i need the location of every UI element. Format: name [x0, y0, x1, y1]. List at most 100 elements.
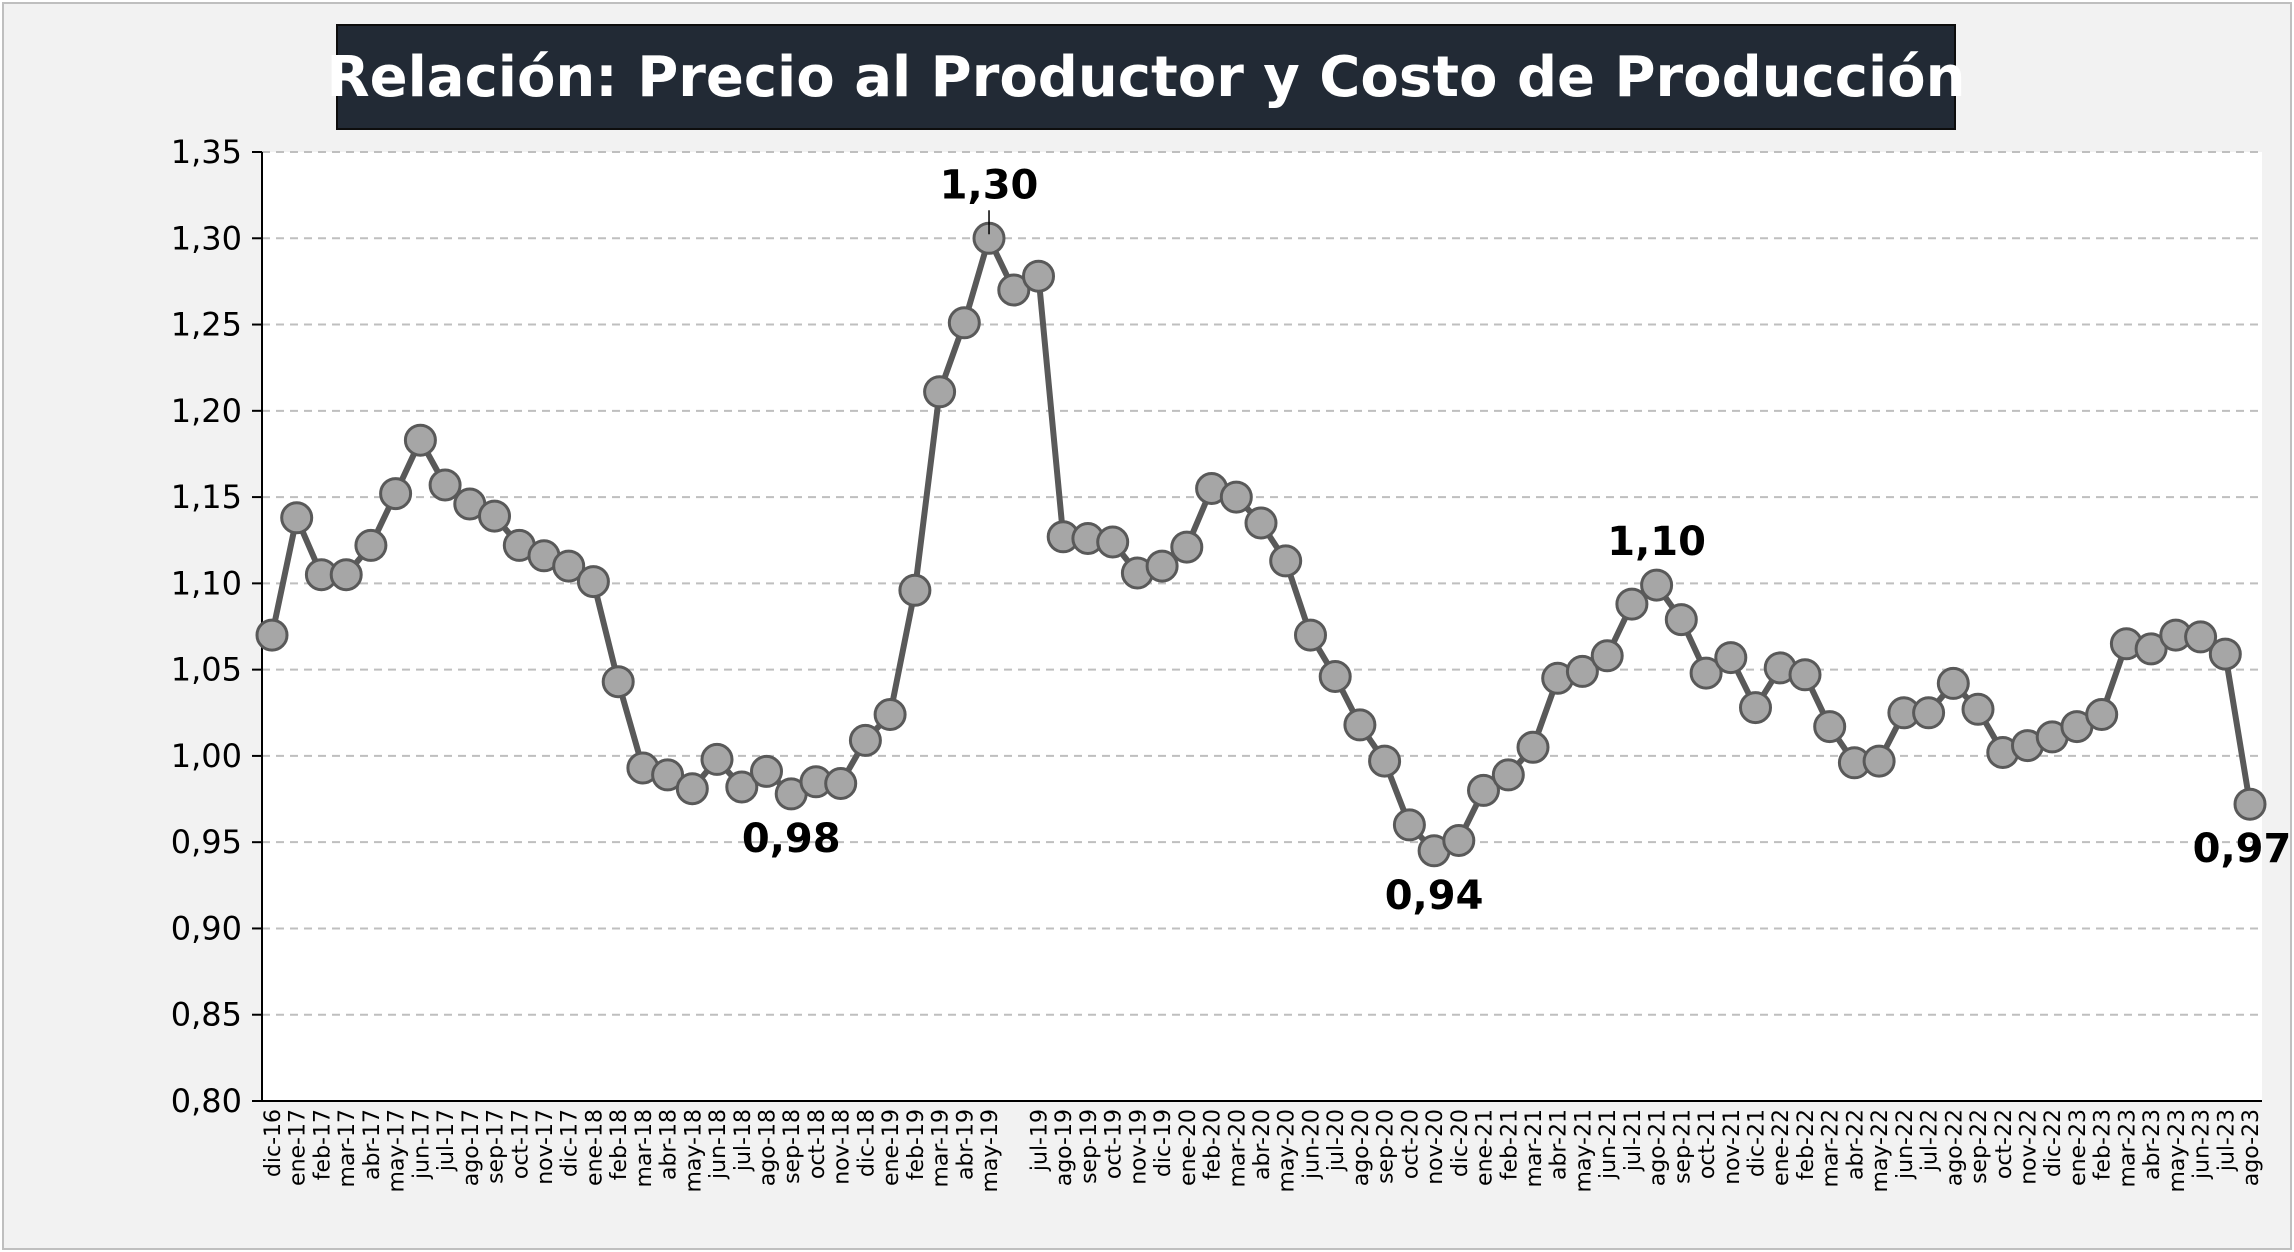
- data-point: [280, 501, 314, 535]
- x-tick-label: sep-21: [1670, 1109, 1695, 1184]
- data-point: [478, 499, 511, 533]
- data-point: [1442, 824, 1476, 857]
- x-tick-label: ene-17: [286, 1109, 311, 1186]
- x-tick-label: dic-22: [2041, 1109, 2066, 1177]
- x-tick-label: sep-18: [780, 1109, 805, 1184]
- y-tick-label: 1,30: [171, 219, 242, 257]
- data-point: [1170, 530, 1204, 564]
- x-tick-label: may-23: [2165, 1109, 2190, 1192]
- data-point: [1219, 480, 1253, 514]
- x-tick-label: feb-19: [904, 1109, 929, 1180]
- x-tick-label: oct-19: [1102, 1109, 1127, 1179]
- data-point: [1565, 654, 1599, 688]
- x-tick-label: feb-23: [2091, 1109, 2116, 1180]
- x-tick-label: sep-19: [1077, 1109, 1102, 1184]
- y-tick-label: 1,10: [171, 564, 242, 602]
- x-tick-label: jul-19: [1027, 1109, 1052, 1172]
- x-tick-label: jul-18: [731, 1109, 756, 1172]
- x-tick-label: may-22: [1868, 1109, 1893, 1192]
- data-label: 0,94: [1385, 873, 1484, 919]
- x-tick-label: nov-22: [2016, 1109, 2041, 1185]
- data-point: [750, 754, 783, 788]
- data-point: [1294, 618, 1327, 652]
- x-tick-label: abr-21: [1547, 1109, 1572, 1180]
- data-point: [2208, 637, 2242, 671]
- data-point: [1788, 658, 1822, 692]
- data-point: [1936, 666, 1970, 700]
- x-tick-label: jul-17: [434, 1109, 459, 1172]
- data-point: [1343, 708, 1377, 742]
- x-tick-label: jul-23: [2214, 1109, 2239, 1172]
- data-point: [379, 477, 413, 511]
- y-tick-label: 0,85: [171, 996, 242, 1034]
- data-point: [997, 273, 1031, 307]
- plot-area: [262, 152, 2262, 1102]
- data-point: [1269, 544, 1303, 578]
- x-tick-label: jun-17: [409, 1109, 434, 1180]
- data-point: [1615, 587, 1649, 621]
- x-tick-label: ago-18: [756, 1109, 781, 1186]
- x-tick-label: ene-20: [1176, 1109, 1201, 1186]
- x-tick-label: ene-18: [582, 1109, 607, 1186]
- data-point: [1961, 692, 1995, 726]
- x-tick-label: oct-18: [805, 1109, 830, 1179]
- data-point: [1096, 525, 1130, 559]
- data-point: [2184, 620, 2218, 654]
- x-tick-label: nov-21: [1720, 1109, 1745, 1185]
- x-tick-label: mar-20: [1225, 1109, 1250, 1187]
- x-tick-label: mar-23: [2115, 1109, 2140, 1187]
- data-point: [824, 767, 858, 800]
- data-point: [1491, 758, 1525, 792]
- data-point: [2233, 787, 2267, 821]
- y-tick-label: 1,20: [171, 392, 242, 430]
- data-point: [1640, 568, 1674, 602]
- data-label: 1,10: [1607, 519, 1706, 565]
- data-label: 0,98: [742, 816, 841, 862]
- data-point: [1467, 773, 1500, 807]
- x-tick-label: jul-20: [1324, 1109, 1349, 1172]
- x-tick-label: may-20: [1275, 1109, 1300, 1192]
- x-tick-label: jun-18: [706, 1109, 731, 1180]
- x-tick-label: nov-17: [533, 1109, 558, 1185]
- x-tick-label: abr-22: [1843, 1109, 1868, 1180]
- x-tick-label: dic-21: [1745, 1109, 1770, 1177]
- x-tick-label: may-17: [385, 1109, 410, 1192]
- data-point: [1912, 696, 1946, 730]
- x-tick-label: dic-18: [854, 1109, 879, 1177]
- data-label: 0,97: [2193, 826, 2292, 872]
- x-tick-label: oct-22: [1992, 1109, 2017, 1179]
- x-tick-label: sep-17: [484, 1109, 509, 1184]
- x-tick-label: ene-21: [1473, 1109, 1498, 1186]
- data-point: [675, 772, 709, 806]
- x-tick-label: feb-20: [1201, 1109, 1226, 1180]
- x-tick-label: dic-17: [558, 1109, 583, 1177]
- y-tick-label: 0,95: [171, 823, 242, 861]
- data-point: [651, 758, 685, 792]
- gridlines: [262, 151, 2262, 1016]
- chart-title-box: Relación: Precio al Productor y Costo de…: [326, 24, 1966, 130]
- data-point: [1368, 744, 1402, 778]
- x-tick-label: abr-19: [953, 1109, 978, 1180]
- data-point: [1714, 641, 1748, 675]
- y-tick-label: 1,15: [171, 478, 242, 516]
- x-tick-label: jun-22: [1893, 1109, 1918, 1180]
- x-tick-label: abr-18: [657, 1109, 682, 1180]
- data-point: [1244, 506, 1278, 540]
- data-point: [1392, 808, 1426, 842]
- data-point: [1590, 639, 1624, 673]
- y-tick-label: 1,00: [171, 737, 242, 775]
- x-tick-label: ene-22: [1769, 1109, 1794, 1186]
- data-point: [725, 770, 759, 804]
- x-tick-label: sep-22: [1967, 1109, 1992, 1184]
- data-labels: 1,30 0,98 0,94 1,10 0,97: [742, 162, 2291, 919]
- x-tick-label: mar-18: [632, 1109, 657, 1187]
- data-point: [601, 665, 635, 699]
- x-tick-label: oct-20: [1398, 1109, 1423, 1179]
- data-point: [1813, 710, 1847, 744]
- y-tick-label: 1,35: [171, 133, 242, 171]
- x-tick-label: sep-20: [1374, 1109, 1399, 1184]
- x-tick-label: ene-23: [2066, 1109, 2091, 1186]
- x-tick-label: mar-19: [929, 1109, 954, 1187]
- y-tick-label: 1,05: [171, 651, 242, 689]
- x-axis-tick-labels: dic-16 ene-17 feb-17 mar-17 abr-17 may-17 jun-…: [261, 1109, 2264, 1192]
